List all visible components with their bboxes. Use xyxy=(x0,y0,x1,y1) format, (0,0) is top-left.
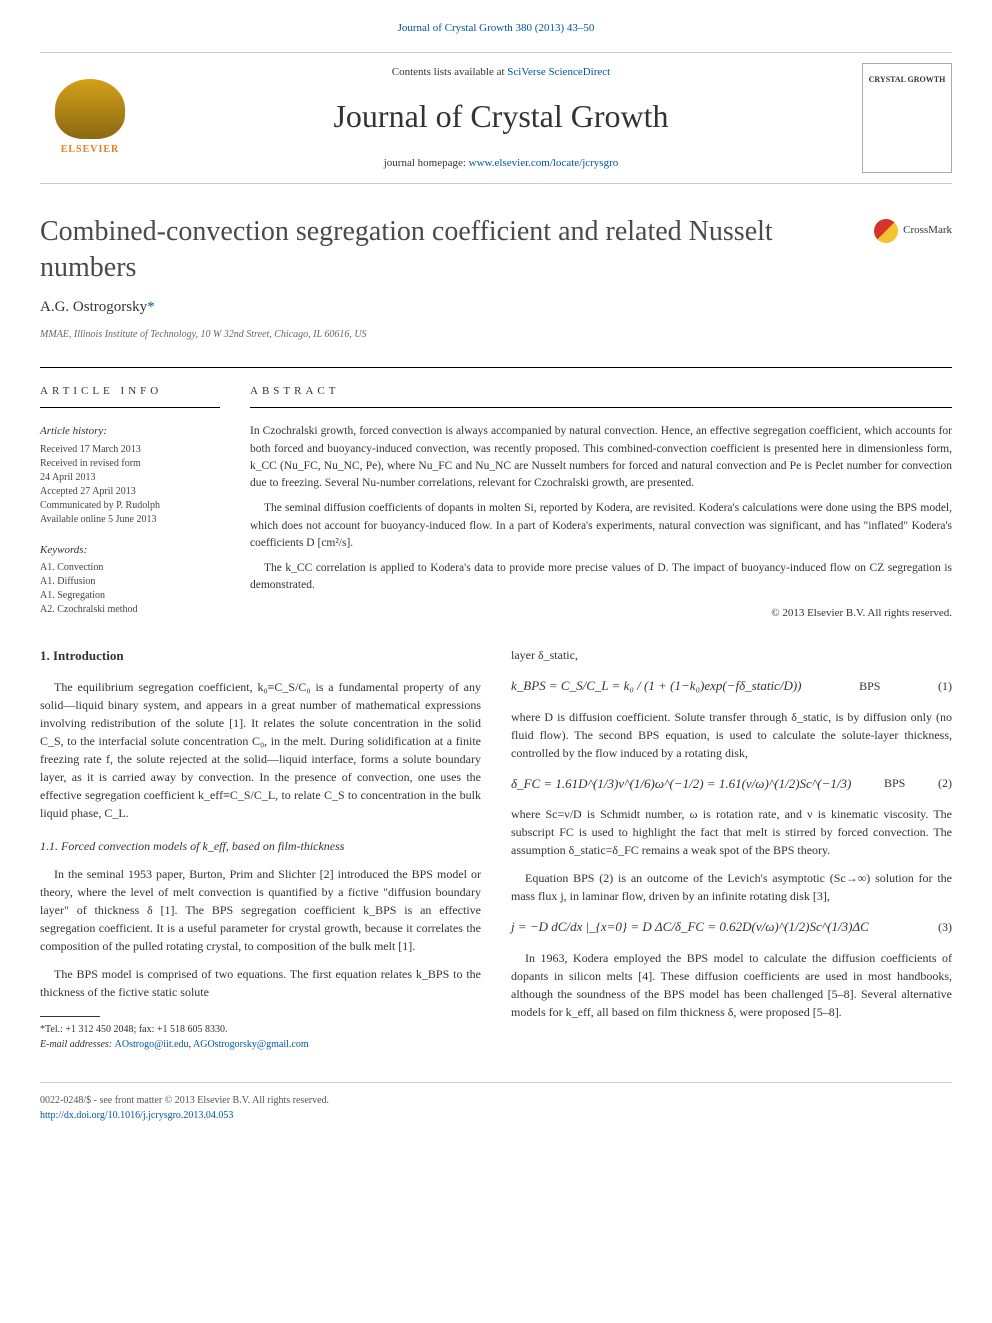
history-line: Available online 5 June 2013 xyxy=(40,513,220,527)
body-paragraph: In the seminal 1953 paper, Burton, Prim … xyxy=(40,865,481,955)
crossmark-icon xyxy=(874,219,898,243)
section-heading: 1. Introduction xyxy=(40,646,481,666)
body-paragraph: layer δ_static, xyxy=(511,646,952,664)
author-footnote-marker[interactable]: * xyxy=(147,299,155,315)
subsection-heading: 1.1. Forced convection models of k_eff, … xyxy=(40,837,481,855)
elsevier-tree-icon xyxy=(55,79,125,139)
article-info-block: ARTICLE INFO Article history: Received 1… xyxy=(40,383,220,621)
equation-1-number: (1) xyxy=(938,677,952,695)
sciencedirect-link[interactable]: SciVerse ScienceDirect xyxy=(507,66,610,78)
main-content: 1. Introduction The equilibrium segregat… xyxy=(40,646,952,1052)
elsevier-logo[interactable]: ELSEVIER xyxy=(40,68,140,168)
email-link[interactable]: AOstrogo@iit.edu xyxy=(115,1039,189,1050)
journal-center: Contents lists available at SciVerse Sci… xyxy=(140,64,862,172)
keyword: A1. Segregation xyxy=(40,589,220,603)
equation-2: δ_FC = 1.61D^(1/3)ν^(1/6)ω^(−1/2) = 1.61… xyxy=(511,774,851,794)
equation-1-row: k_BPS = C_S/C_L = k₀ / (1 + (1−k₀)exp(−f… xyxy=(511,676,952,696)
page-footer: 0022-0248/$ - see front matter © 2013 El… xyxy=(40,1082,952,1123)
history-line: Received in revised form xyxy=(40,457,220,471)
article-title-wrap: Combined-convection segregation coeffici… xyxy=(40,214,952,287)
body-paragraph: In 1963, Kodera employed the BPS model t… xyxy=(511,949,952,1021)
journal-cover-thumbnail: CRYSTAL GROWTH xyxy=(862,63,952,173)
equation-1: k_BPS = C_S/C_L = k₀ / (1 + (1−k₀)exp(−f… xyxy=(511,676,802,696)
abstract-paragraph: The seminal diffusion coefficients of do… xyxy=(250,500,952,552)
contents-line: Contents lists available at SciVerse Sci… xyxy=(140,64,862,81)
keyword: A2. Czochralski method xyxy=(40,603,220,617)
equation-2-row: δ_FC = 1.61D^(1/3)ν^(1/6)ω^(−1/2) = 1.61… xyxy=(511,774,952,794)
abstract-heading: ABSTRACT xyxy=(250,383,952,409)
right-column: layer δ_static, k_BPS = C_S/C_L = k₀ / (… xyxy=(511,646,952,1052)
info-abstract-row: ARTICLE INFO Article history: Received 1… xyxy=(40,367,952,621)
history-line: Accepted 27 April 2013 xyxy=(40,485,220,499)
journal-homepage: journal homepage: www.elsevier.com/locat… xyxy=(140,155,862,172)
article-info-heading: ARTICLE INFO xyxy=(40,383,220,409)
elsevier-text: ELSEVIER xyxy=(61,142,120,157)
doi-link[interactable]: http://dx.doi.org/10.1016/j.jcrysgro.201… xyxy=(40,1108,952,1123)
email-link[interactable]: AGOstrogorsky@gmail.com xyxy=(193,1039,309,1050)
equation-1-label: BPS xyxy=(859,677,880,695)
abstract-text: In Czochralski growth, forced convection… xyxy=(250,423,952,594)
history-line: Communicated by P. Rudolph xyxy=(40,499,220,513)
equation-2-number: (2) xyxy=(938,774,952,792)
left-column: 1. Introduction The equilibrium segregat… xyxy=(40,646,481,1052)
author-affiliation: MMAE, Illinois Institute of Technology, … xyxy=(40,327,952,342)
homepage-link[interactable]: www.elsevier.com/locate/jcrysgro xyxy=(469,157,619,169)
cover-title: CRYSTAL GROWTH xyxy=(869,74,946,86)
abstract-paragraph: The k_CC correlation is applied to Koder… xyxy=(250,560,952,595)
history-label: Article history: xyxy=(40,423,220,440)
keywords-block: Keywords: A1. Convection A1. Diffusion A… xyxy=(40,542,220,618)
keyword: A1. Convection xyxy=(40,561,220,575)
abstract-column: ABSTRACT In Czochralski growth, forced c… xyxy=(250,383,952,621)
equation-2-label: BPS xyxy=(884,774,905,792)
footnote-email: E-mail addresses: AOstrogo@iit.edu, AGOs… xyxy=(40,1037,481,1052)
crossmark-text: CrossMark xyxy=(903,222,952,239)
history-line: 24 April 2013 xyxy=(40,471,220,485)
equation-3-number: (3) xyxy=(938,918,952,936)
footnote-divider xyxy=(40,1016,100,1017)
article-title: Combined-convection segregation coeffici… xyxy=(40,214,874,287)
body-paragraph: Equation BPS (2) is an outcome of the Le… xyxy=(511,869,952,905)
body-paragraph: where D is diffusion coefficient. Solute… xyxy=(511,708,952,762)
body-paragraph: where Sc=ν/D is Schmidt number, ω is rot… xyxy=(511,805,952,859)
top-header-link[interactable]: Journal of Crystal Growth 380 (2013) 43–… xyxy=(40,20,952,37)
author-name: A.G. Ostrogorsky* xyxy=(40,296,952,319)
abstract-copyright: © 2013 Elsevier B.V. All rights reserved… xyxy=(250,605,952,622)
body-paragraph: The equilibrium segregation coefficient,… xyxy=(40,678,481,822)
body-paragraph: The BPS model is comprised of two equati… xyxy=(40,965,481,1001)
issn-line: 0022-0248/$ - see front matter © 2013 El… xyxy=(40,1093,952,1108)
journal-header: ELSEVIER Contents lists available at Sci… xyxy=(40,52,952,184)
journal-title: Journal of Crystal Growth xyxy=(140,92,862,140)
keyword: A1. Diffusion xyxy=(40,575,220,589)
equation-3-row: j = −D dC/dx |_{x=0} = D ΔC/δ_FC = 0.62D… xyxy=(511,917,952,937)
equation-3: j = −D dC/dx |_{x=0} = D ΔC/δ_FC = 0.62D… xyxy=(511,917,869,937)
footnote-tel: *Tel.: +1 312 450 2048; fax: +1 518 605 … xyxy=(40,1022,481,1037)
history-line: Received 17 March 2013 xyxy=(40,443,220,457)
abstract-paragraph: In Czochralski growth, forced convection… xyxy=(250,423,952,492)
keywords-label: Keywords: xyxy=(40,542,220,559)
crossmark-badge[interactable]: CrossMark xyxy=(874,219,952,243)
